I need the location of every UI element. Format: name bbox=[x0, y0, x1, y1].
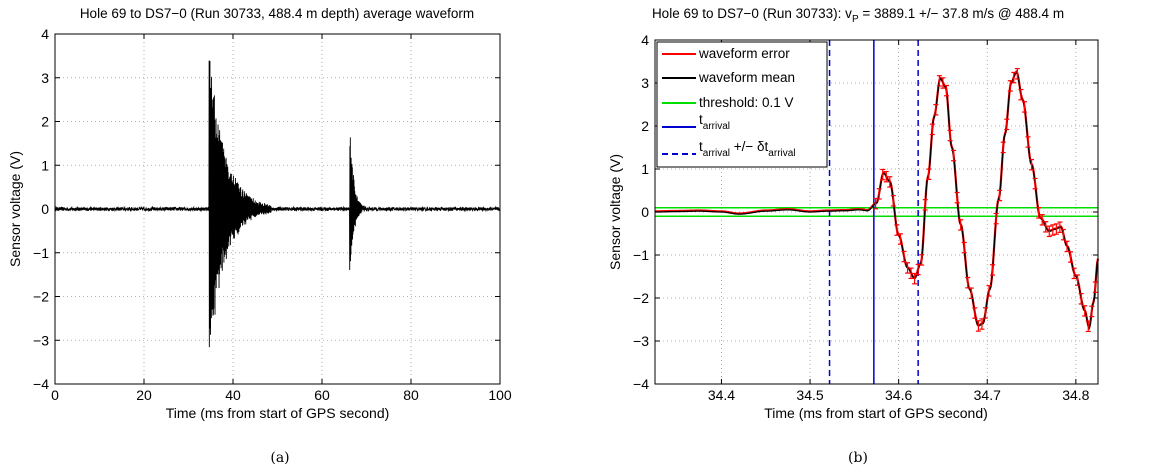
chart-a-xtick-label: 80 bbox=[403, 387, 419, 403]
chart-a-xtick-label: 0 bbox=[51, 387, 59, 403]
chart-a-title: Hole 69 to DS7−0 (Run 30733, 488.4 m dep… bbox=[80, 6, 474, 21]
chart-b-title-sub: P bbox=[852, 14, 859, 25]
chart-a-tick-labels: 0 20 40 60 80 100 4 3 2 1 0 −1 −2 −3 −4 bbox=[33, 26, 512, 403]
chart-b-ytick-label: 0 bbox=[641, 204, 649, 220]
chart-b-ytick-label: −1 bbox=[633, 247, 649, 263]
chart-b-xtick-label: 34.7 bbox=[974, 387, 1001, 403]
chart-a-xtick-label: 40 bbox=[225, 387, 241, 403]
legend-label-tarrival-sub: arrival bbox=[703, 121, 730, 132]
chart-a-ytick-label: 4 bbox=[41, 26, 49, 42]
chart-b-ytick-label: −3 bbox=[633, 333, 649, 349]
chart-b-ytick-label: 4 bbox=[641, 32, 649, 48]
chart-b-caption: (b) bbox=[848, 450, 868, 466]
chart-a-ytick-label: −2 bbox=[33, 289, 49, 305]
chart-b-ytick-label: −4 bbox=[633, 376, 649, 392]
chart-b: Hole 69 to DS7−0 (Run 30733): vP = 3889.… bbox=[607, 6, 1100, 466]
chart-a-frame bbox=[54, 33, 501, 385]
chart-b-series bbox=[654, 68, 1100, 333]
chart-b-xtick-label: 34.6 bbox=[885, 387, 912, 403]
chart-a-xlabel: Time (ms from start of GPS second) bbox=[166, 405, 390, 421]
chart-b-ytick-label: 1 bbox=[641, 161, 649, 177]
chart-a-series-line bbox=[54, 60, 501, 348]
chart-b-title-main: Hole 69 to DS7−0 (Run 30733): v bbox=[652, 6, 852, 21]
legend-label-error: waveform error bbox=[698, 46, 790, 61]
chart-a-ytick-label: 0 bbox=[41, 201, 49, 217]
legend-label-threshold: threshold: 0.1 V bbox=[699, 95, 794, 110]
legend-label-range-rest: +/− δt bbox=[730, 139, 769, 154]
chart-b-xtick-label: 34.8 bbox=[1062, 387, 1089, 403]
chart-a-ytick-label: 3 bbox=[41, 70, 49, 86]
chart-b-xtick-label: 34.4 bbox=[708, 387, 735, 403]
legend-label-range-sub2: arrival bbox=[768, 148, 795, 159]
chart-a-caption: (a) bbox=[270, 450, 289, 466]
chart-a-ytick-label: −1 bbox=[33, 245, 49, 261]
chart-a-ytick-label: −3 bbox=[33, 332, 49, 348]
chart-b-title-rest: = 3889.1 +/− 37.8 m/s @ 488.4 m bbox=[859, 6, 1064, 21]
legend-label-tarrival-range: tarrival +/− δtarrival bbox=[699, 139, 796, 159]
legend-label-tarrival-t: t bbox=[699, 112, 703, 127]
legend-label-tarrival: tarrival bbox=[699, 112, 730, 132]
chart-b-ytick-label: 3 bbox=[641, 75, 649, 91]
chart-b-legend: waveform error waveform mean threshold: … bbox=[656, 41, 828, 168]
chart-b-xlabel: Time (ms from start of GPS second) bbox=[764, 405, 988, 421]
chart-a-series bbox=[54, 60, 501, 348]
chart-b-ylabel: Sensor voltage (V) bbox=[607, 154, 623, 270]
chart-b-title: Hole 69 to DS7−0 (Run 30733): vP = 3889.… bbox=[652, 6, 1064, 25]
legend-label-range-t: t bbox=[699, 139, 703, 154]
chart-b-xtick-label: 34.5 bbox=[796, 387, 823, 403]
chart-a-ylabel: Sensor voltage (V) bbox=[7, 151, 23, 267]
chart-b-ytick-label: −2 bbox=[633, 290, 649, 306]
chart-a-xtick-label: 60 bbox=[314, 387, 330, 403]
legend-label-mean: waveform mean bbox=[698, 70, 795, 85]
chart-a: Hole 69 to DS7−0 (Run 30733, 488.4 m dep… bbox=[7, 6, 512, 466]
chart-b-reference-lines bbox=[655, 40, 1098, 384]
chart-a-ytick-label: 1 bbox=[41, 157, 49, 173]
chart-b-ytick-label: 2 bbox=[641, 118, 649, 134]
chart-b-tick-labels: 34.4 34.5 34.6 34.7 34.8 4 3 2 1 0 −1 −2 −3 −4 bbox=[633, 32, 1090, 403]
legend-box bbox=[656, 41, 828, 168]
chart-a-ytick-label: −4 bbox=[33, 376, 49, 392]
chart-a-xtick-label: 100 bbox=[488, 387, 512, 403]
chart-a-xtick-label: 20 bbox=[136, 387, 152, 403]
legend-label-range-sub: arrival bbox=[703, 148, 730, 159]
chart-a-ytick-label: 2 bbox=[41, 114, 49, 130]
chart-b-frame bbox=[654, 39, 1099, 385]
